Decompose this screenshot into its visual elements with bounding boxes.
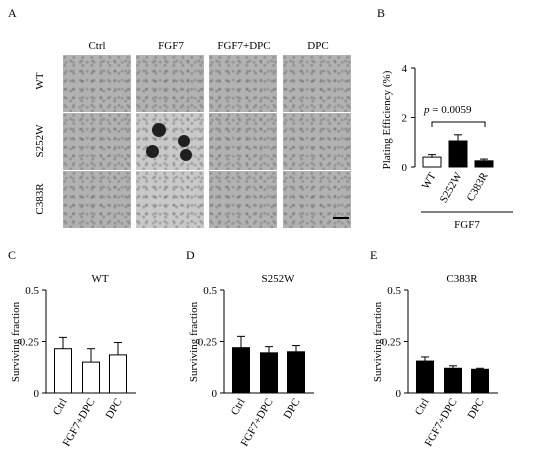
y-tick-label: 4 [402, 63, 408, 75]
y-tick-label: 0.5 [203, 285, 217, 297]
category-label: Ctrl [229, 397, 248, 418]
chart-b: Plating Efficiency (%) 024 WT S252W C383R … [381, 63, 513, 231]
bar [82, 361, 100, 394]
chart-title: WT [91, 273, 108, 285]
bar [416, 360, 434, 394]
row-header-wt: WT [34, 72, 46, 90]
y-tick-label: 0.5 [387, 285, 401, 297]
chart-title: C383R [446, 273, 478, 285]
micrograph-c383r-fgf7-dpc [209, 171, 277, 228]
category-label: DPC [466, 397, 487, 422]
micrograph-c383r-ctrl [63, 171, 131, 228]
category-label: Ctrl [51, 397, 70, 418]
y-tick-label: 0 [212, 388, 218, 400]
micrograph-c383r-dpc [283, 171, 351, 228]
col-header-fgf7-dpc: FGF7+DPC [217, 40, 271, 52]
category-label: WT [420, 170, 439, 191]
scale-bar [333, 217, 349, 219]
micrograph-wt-fgf7-dpc [209, 55, 277, 112]
bar [54, 348, 72, 394]
micrograph-s252w-ctrl [63, 113, 131, 170]
bar [287, 351, 305, 394]
y-tick-label: 0.25 [382, 337, 402, 349]
category-label: Ctrl [413, 397, 432, 418]
colony [146, 145, 159, 158]
row-header-c383r: C383R [34, 183, 46, 215]
bar [422, 156, 442, 168]
micrograph-s252w-fgf7 [136, 113, 204, 170]
y-tick-label: 0.25 [198, 337, 218, 349]
significance-bracket [431, 121, 486, 127]
col-header-ctrl: Ctrl [88, 40, 106, 52]
col-header-fgf7: FGF7 [158, 40, 184, 52]
y-axis-label: Surviving fraction [372, 301, 384, 382]
bar [109, 354, 127, 394]
y-axis-label: Surviving fraction [188, 301, 200, 382]
col-header-dpc: DPC [307, 40, 329, 52]
y-tick-label: 0 [34, 388, 40, 400]
colony [180, 149, 192, 161]
micrograph-wt-fgf7 [136, 55, 204, 112]
group-label: FGF7 [454, 219, 480, 231]
y-axis-label: Surviving fraction [10, 301, 22, 382]
panel-label-a: A [8, 6, 17, 20]
panel-label-c: C [8, 248, 17, 262]
y-tick-label: 0 [402, 162, 408, 174]
colony [152, 123, 166, 137]
chart-title: S252W [262, 273, 296, 285]
bar [471, 368, 489, 394]
micrograph-wt-ctrl [63, 55, 131, 112]
bar [260, 352, 278, 394]
y-tick-label: 0 [396, 388, 402, 400]
micrograph-s252w-fgf7-dpc [209, 113, 277, 170]
category-label: DPC [282, 397, 303, 422]
micrograph-s252w-dpc [283, 113, 351, 170]
panel-label-d: D [186, 248, 195, 262]
bar [448, 140, 468, 168]
p-value-annotation: p = 0.0059 [423, 104, 472, 116]
micrograph-wt-dpc [283, 55, 351, 112]
y-tick-label: 0.5 [25, 285, 39, 297]
colony [178, 135, 190, 147]
y-tick-label: 0.25 [20, 337, 40, 349]
row-header-s252w: S252W [34, 124, 46, 158]
micrograph-c383r-fgf7 [136, 171, 204, 228]
category-label: C383R [465, 170, 491, 204]
bar [444, 367, 462, 394]
bar [474, 160, 494, 168]
bar [232, 347, 250, 394]
panel-label-b: B [377, 6, 386, 20]
category-label: DPC [104, 397, 125, 422]
y-tick-label: 2 [402, 113, 408, 125]
chart-b-ylabel: Plating Efficiency (%) [381, 70, 393, 169]
category-label: S252W [438, 170, 465, 205]
panel-label-e: E [370, 248, 378, 262]
